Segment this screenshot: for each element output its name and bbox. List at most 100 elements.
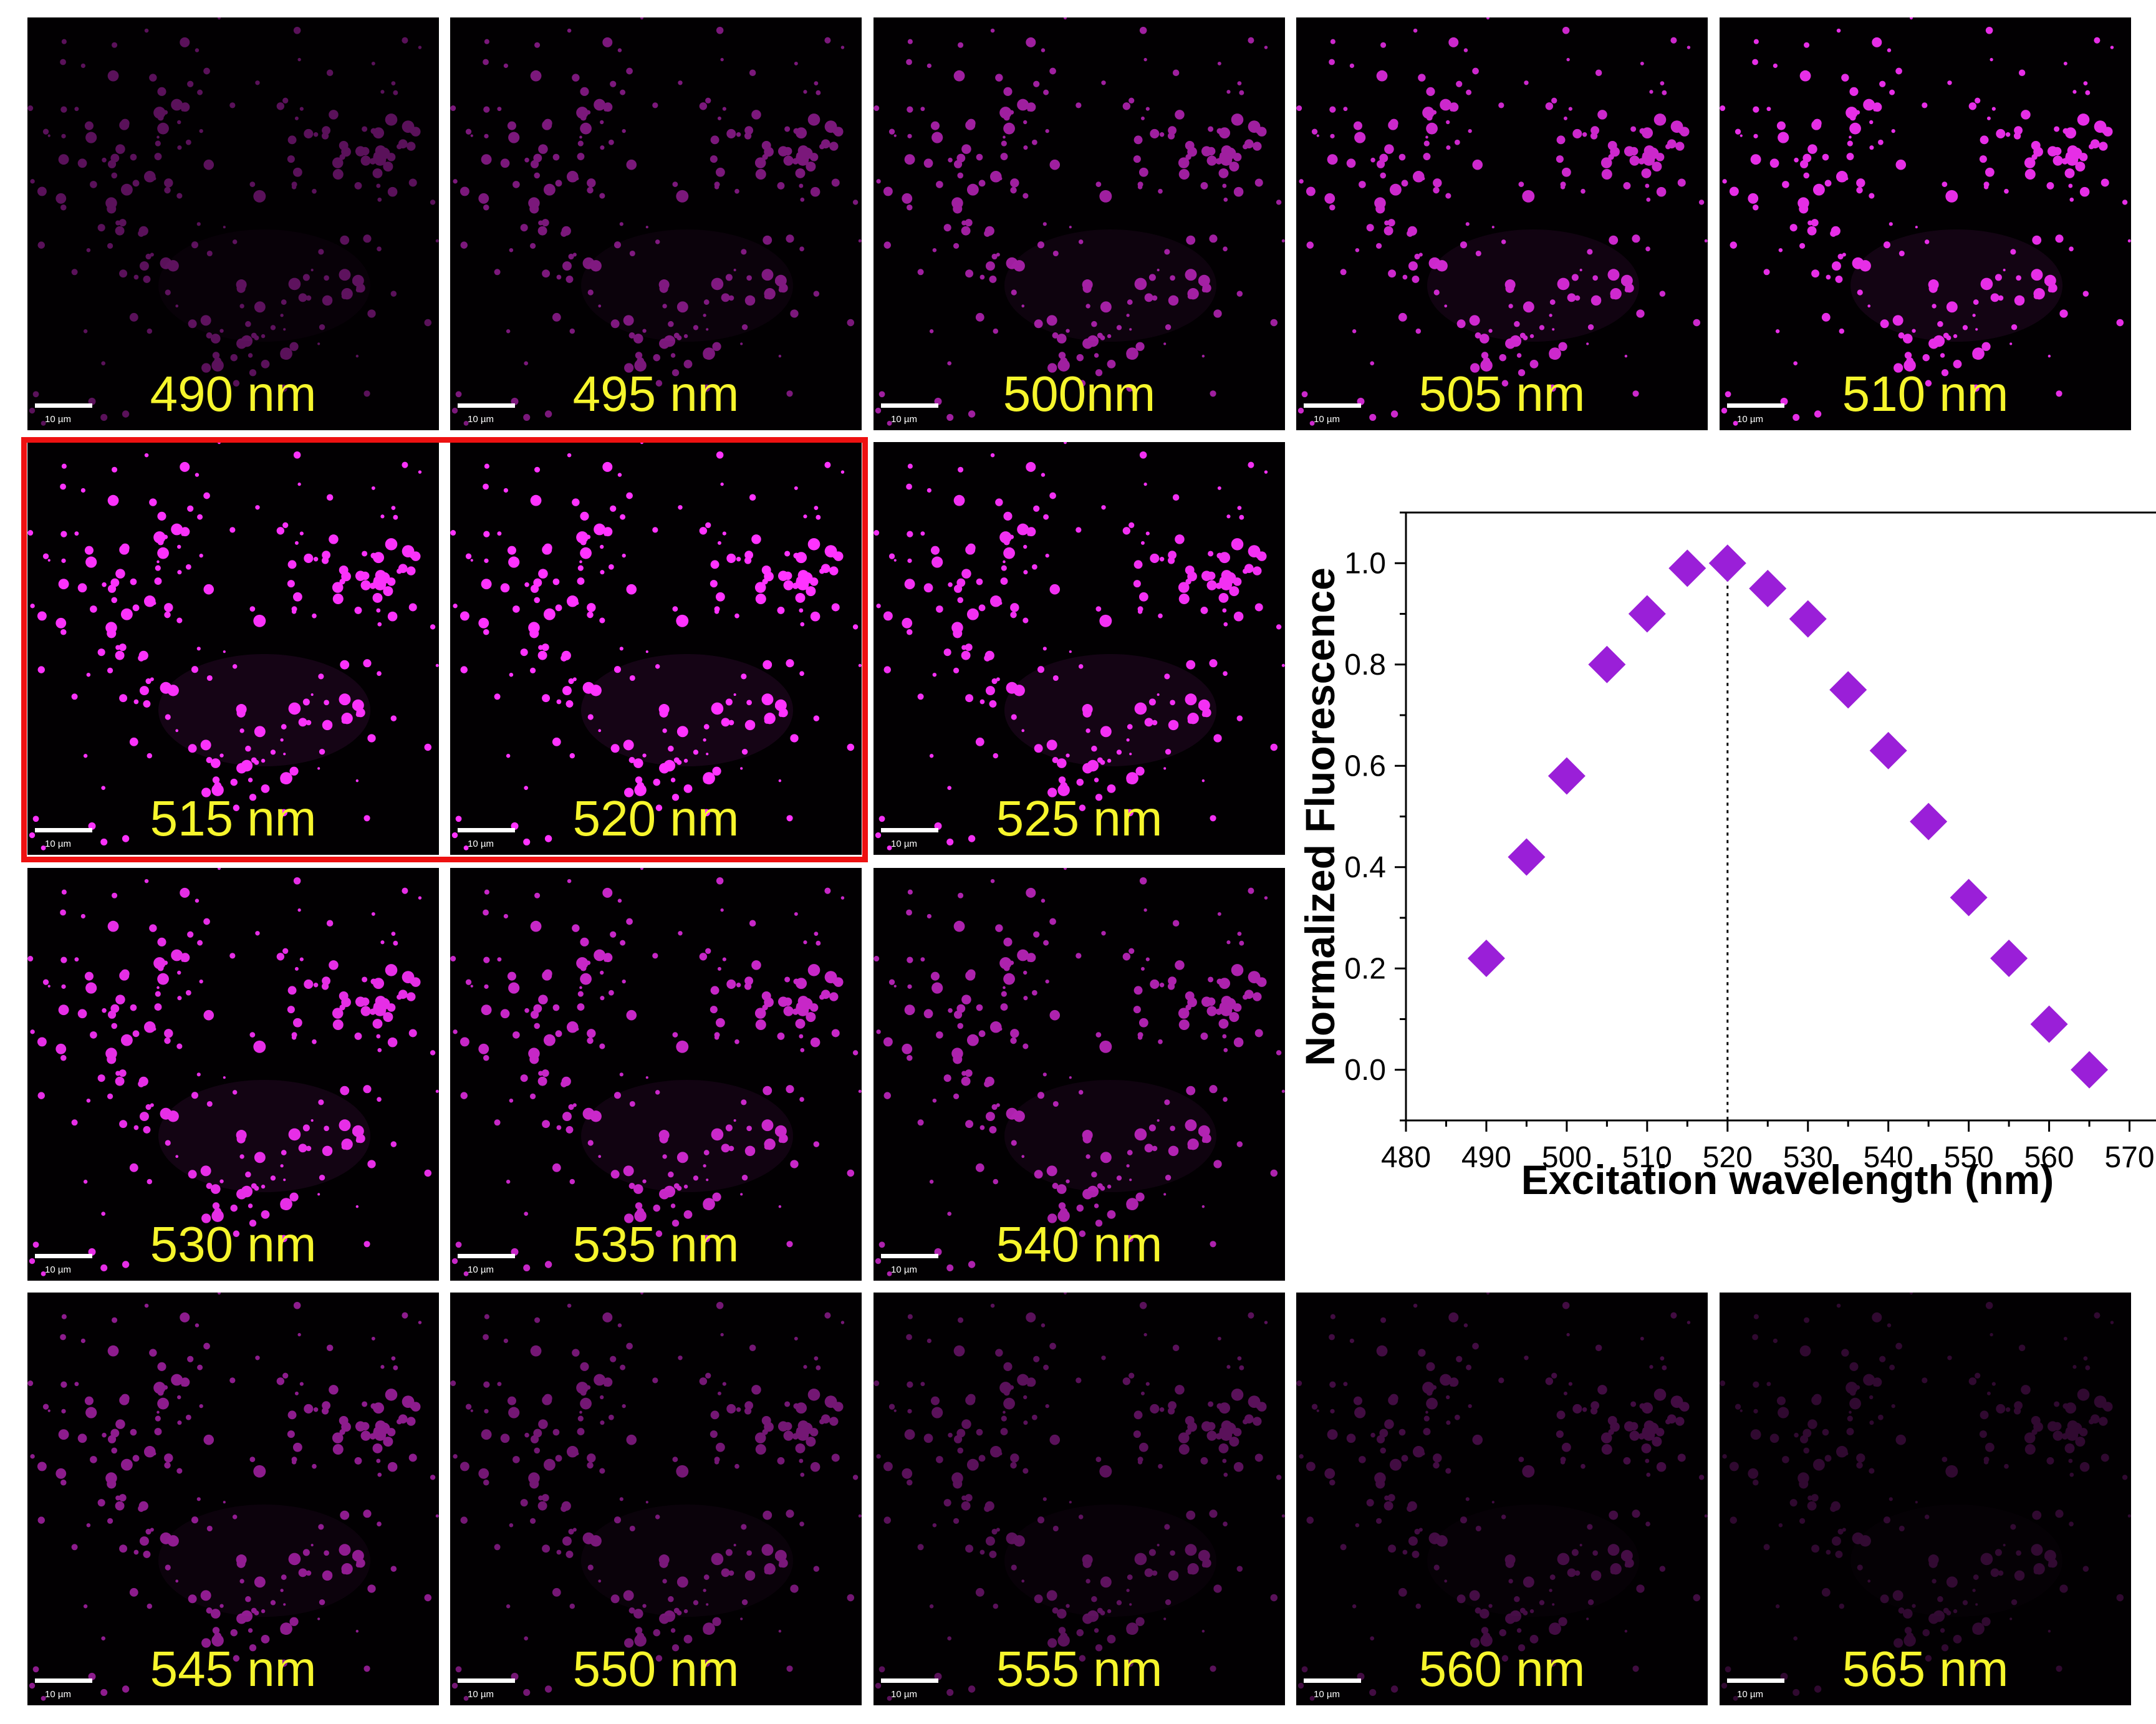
- micrograph-panel: 10 µm 510 nm: [1720, 17, 2131, 430]
- fluorescent-cells-image: [873, 442, 1285, 850]
- scale-bar: [35, 403, 92, 408]
- scale-bar-label: 10 µm: [45, 1689, 71, 1700]
- x-tick-label: 560: [2024, 1141, 2074, 1174]
- wavelength-label: 525 nm: [996, 791, 1163, 846]
- data-point-diamond: [1869, 731, 1907, 769]
- wavelength-label: 500nm: [1003, 366, 1156, 421]
- data-point-diamond: [1508, 838, 1546, 876]
- fluorescent-cells-image: [1296, 1293, 1708, 1701]
- fluorescent-cells-image: [27, 17, 439, 426]
- scale-bar: [881, 1254, 938, 1258]
- axis-ticks: 480 490 500 510 520 530 540 550 560 570 0.0 0.2 0.4 0…: [1344, 511, 2155, 1174]
- micrograph-panel: 10 µm 490 nm: [27, 17, 439, 430]
- scale-bar: [35, 1254, 92, 1258]
- micrograph-panel: 10 µm 495 nm: [450, 17, 862, 430]
- fluorescent-cells-image: [450, 868, 862, 1276]
- micrograph-panel: 10 µm 555 nm: [873, 1293, 1285, 1705]
- x-tick-label: 510: [1622, 1141, 1672, 1174]
- micrograph-panel: 10 µm 560 nm: [1296, 1293, 1708, 1705]
- wavelength-label: 510 nm: [1842, 366, 2009, 421]
- fluorescent-cells-image: [1720, 17, 2131, 426]
- x-tick-label: 520: [1703, 1141, 1753, 1174]
- x-tick-label: 490: [1461, 1141, 1511, 1174]
- wavelength-label: 505 nm: [1418, 366, 1586, 421]
- micrograph-panel: 10 µm 530 nm: [27, 868, 439, 1281]
- y-tick-label: 1.0: [1344, 547, 1386, 580]
- x-axis-label: Excitation wavelength (nm): [1521, 1157, 2054, 1203]
- scale-bar-label: 10 µm: [468, 414, 494, 425]
- fluorescent-cells-image: [450, 442, 862, 850]
- wavelength-label: 555 nm: [996, 1641, 1163, 1697]
- data-point-diamond: [1467, 940, 1505, 977]
- scale-bar: [1727, 1678, 1784, 1683]
- data-point-diamond: [1950, 879, 1988, 917]
- data-point-diamond: [1749, 569, 1787, 607]
- scale-bar-label: 10 µm: [1737, 414, 1763, 425]
- fluorescent-cells-image: [27, 868, 439, 1276]
- micrograph-panel: 10 µm 520 nm: [450, 442, 862, 855]
- excitation-spectrum-chart: 480 490 500 510 520 530 540 550 560 570 0.0 0.2 0.4 0…: [1297, 511, 2156, 1203]
- scale-bar-label: 10 µm: [45, 414, 71, 425]
- scale-bar: [881, 403, 938, 408]
- data-markers: [1467, 544, 2109, 1089]
- x-tick-label: 500: [1542, 1141, 1592, 1174]
- y-tick-label: 0.4: [1344, 851, 1386, 884]
- scale-bar-label: 10 µm: [1314, 1689, 1340, 1700]
- scale-bar: [1304, 1678, 1361, 1683]
- scale-bar-label: 10 µm: [891, 414, 917, 425]
- data-point-diamond: [1547, 757, 1586, 795]
- scale-bar: [458, 403, 515, 408]
- wavelength-label: 550 nm: [572, 1641, 739, 1697]
- wavelength-label: 490 nm: [150, 366, 317, 421]
- fluorescent-cells-image: [873, 1293, 1285, 1701]
- scale-bar: [881, 828, 938, 832]
- x-tick-label: 550: [1944, 1141, 1994, 1174]
- micrograph-panel: 10 µm 565 nm: [1720, 1293, 2131, 1705]
- fluorescent-cells-image: [27, 1293, 439, 1701]
- data-point-diamond: [1910, 802, 1948, 840]
- fluorescent-cells-image: [1720, 1293, 2131, 1701]
- scale-bar: [35, 828, 92, 832]
- scale-bar: [1304, 403, 1361, 408]
- scale-bar-label: 10 µm: [45, 839, 71, 849]
- y-tick-label: 0.0: [1344, 1054, 1386, 1087]
- data-point-diamond: [1990, 940, 2028, 977]
- wavelength-label: 560 nm: [1418, 1641, 1586, 1697]
- wavelength-label: 540 nm: [996, 1216, 1163, 1272]
- micrograph-panel: 10 µm 500nm: [873, 17, 1285, 430]
- data-point-diamond: [1628, 595, 1666, 633]
- scale-bar-label: 10 µm: [891, 1689, 917, 1700]
- scale-bar-label: 10 µm: [468, 1264, 494, 1275]
- data-point-diamond: [2030, 1005, 2068, 1043]
- x-tick-label: 570: [2104, 1141, 2154, 1174]
- scale-bar: [458, 828, 515, 832]
- wavelength-label: 545 nm: [150, 1641, 317, 1697]
- y-tick-label: 0.8: [1344, 648, 1386, 681]
- y-tick-label: 0.6: [1344, 749, 1386, 783]
- data-point-diamond: [1588, 645, 1626, 683]
- wavelength-label: 520 nm: [572, 791, 739, 846]
- micrograph-panel: 10 µm 505 nm: [1296, 17, 1708, 430]
- wavelength-label: 530 nm: [150, 1216, 317, 1272]
- x-tick-label: 530: [1783, 1141, 1833, 1174]
- wavelength-label: 515 nm: [150, 791, 317, 846]
- wavelength-label: 535 nm: [572, 1216, 739, 1272]
- scale-bar-label: 10 µm: [1737, 1689, 1763, 1700]
- scale-bar: [458, 1678, 515, 1683]
- y-tick-label: 0.2: [1344, 952, 1386, 985]
- micrograph-panel: 10 µm 515 nm: [27, 442, 439, 855]
- data-point-diamond: [2071, 1051, 2109, 1089]
- fluorescent-cells-image: [873, 868, 1285, 1276]
- fluorescent-cells-image: [450, 1293, 862, 1701]
- micrograph-panel: 10 µm 550 nm: [450, 1293, 862, 1705]
- fluorescent-cells-image: [27, 442, 439, 850]
- y-axis-label: Normalized Fluorescence: [1297, 567, 1343, 1066]
- wavelength-label: 565 nm: [1842, 1641, 2009, 1697]
- fluorescent-cells-image: [450, 17, 862, 426]
- micrograph-panel: 10 µm 535 nm: [450, 868, 862, 1281]
- fluorescent-cells-image: [1296, 17, 1708, 426]
- scale-bar: [881, 1678, 938, 1683]
- scale-bar: [1727, 403, 1784, 408]
- scale-bar-label: 10 µm: [468, 1689, 494, 1700]
- scale-bar-label: 10 µm: [891, 839, 917, 849]
